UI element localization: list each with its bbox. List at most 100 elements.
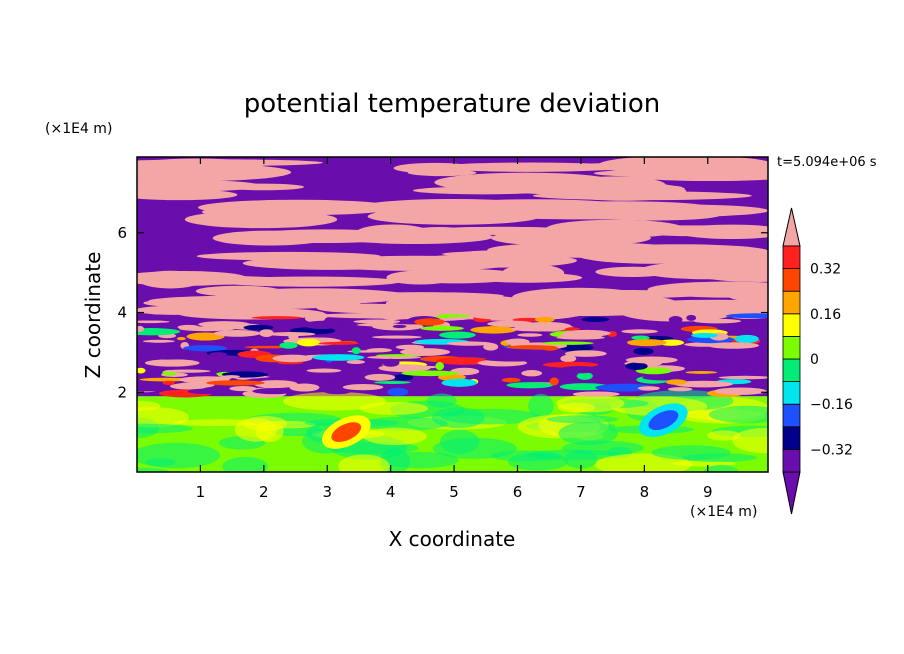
field-filament	[400, 348, 451, 356]
field-filament	[356, 323, 395, 327]
field-filament	[252, 388, 296, 395]
colorbar-tick-label: 0.32	[810, 262, 841, 278]
x-tick-label: 5	[449, 483, 459, 501]
field-filament	[196, 355, 246, 362]
field-filament	[734, 334, 759, 344]
field-filament	[549, 377, 559, 386]
field-filament	[371, 335, 422, 339]
heatmap-field	[137, 157, 768, 472]
colorbar-swatch	[782, 335, 801, 360]
colorbar-swatch	[782, 313, 801, 337]
x-tick-label: 4	[386, 483, 396, 501]
field-filament	[520, 321, 571, 330]
field-filament	[353, 319, 401, 324]
field-filament	[572, 391, 620, 397]
y-tick-label: 6	[117, 224, 127, 242]
field-streak	[501, 264, 565, 282]
field-filament	[387, 387, 409, 396]
field-filament	[625, 356, 678, 364]
field-filament	[435, 362, 445, 371]
field-filament	[541, 341, 594, 345]
x-tick-label: 1	[196, 483, 206, 501]
field-filament	[618, 335, 629, 339]
field-filament	[668, 316, 683, 324]
field-filament	[517, 333, 543, 337]
field-blob	[651, 445, 731, 460]
field-filament	[342, 384, 384, 391]
field-feature	[639, 403, 688, 437]
field-filament	[393, 374, 414, 381]
plot-frame	[136, 156, 769, 473]
field-filament	[698, 313, 715, 319]
field-filament	[142, 339, 175, 343]
field-blob	[732, 427, 768, 454]
y-tick-label: 4	[117, 304, 127, 322]
field-streak	[556, 294, 656, 315]
field-filament	[621, 329, 659, 334]
plot-area	[137, 157, 768, 472]
field-filament	[633, 347, 654, 355]
field-filament	[382, 358, 400, 367]
time-label: t=5.094e+06 s	[777, 155, 877, 170]
field-filament	[177, 382, 215, 388]
field-filament	[637, 386, 660, 391]
field-filament	[272, 354, 313, 363]
x-unit-label: (×1E4 m)	[690, 504, 757, 520]
field-streak	[218, 276, 401, 287]
field-filament	[560, 354, 577, 363]
field-filament	[472, 312, 524, 320]
field-filament	[455, 352, 472, 358]
field-filament	[595, 383, 655, 392]
field-filament	[318, 341, 359, 345]
field-blob	[528, 393, 554, 418]
field-filament	[367, 366, 376, 372]
field-filament	[576, 372, 593, 380]
colorbar-tick-label: −0.16	[810, 397, 853, 413]
field-streak	[195, 285, 282, 297]
field-filament	[213, 329, 261, 337]
x-tick-label: 6	[513, 483, 523, 501]
field-blob	[564, 450, 598, 469]
field-filament	[401, 370, 459, 377]
field-filament	[164, 369, 211, 373]
colorbar-tick-label: 0	[810, 352, 819, 368]
field-filament	[694, 365, 709, 371]
field-filament	[392, 312, 403, 320]
field-feature	[321, 415, 371, 449]
field-filament	[324, 389, 351, 395]
field-filament	[183, 345, 228, 352]
field-blob	[490, 450, 562, 462]
field-filament	[186, 332, 225, 341]
field-blob	[282, 391, 387, 411]
field-filament	[559, 343, 594, 352]
field-streak	[407, 169, 477, 177]
field-filament	[374, 380, 411, 384]
field-blob	[439, 429, 480, 454]
colorbar-over-triangle	[782, 207, 801, 247]
colorbar-swatch	[782, 448, 801, 473]
field-filament	[243, 324, 274, 331]
field-filament	[665, 379, 687, 385]
field-blob	[234, 417, 278, 442]
field-filament	[306, 312, 329, 320]
field-filament	[718, 375, 768, 380]
field-blob	[137, 442, 221, 469]
field-filament	[259, 329, 274, 337]
field-filament	[176, 337, 186, 341]
y-axis-label: Z coordinate	[81, 252, 105, 379]
field-blob	[546, 415, 619, 424]
field-streak	[137, 180, 238, 188]
field-blob	[222, 456, 269, 472]
field-filament	[146, 324, 158, 327]
field-streak	[392, 268, 522, 284]
field-filament	[137, 367, 146, 374]
field-filament	[137, 325, 144, 332]
field-filament	[535, 316, 555, 323]
field-filament	[279, 342, 298, 349]
x-tick-label: 7	[576, 483, 586, 501]
field-blob	[426, 393, 457, 408]
field-streak	[148, 295, 343, 307]
field-filament	[667, 387, 693, 392]
field-blob	[556, 394, 625, 413]
